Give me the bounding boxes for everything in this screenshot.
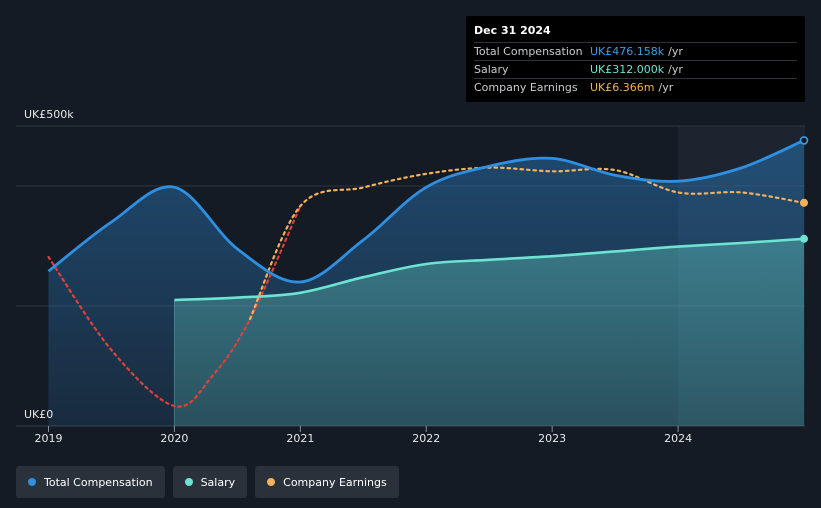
tooltip-label: Salary (474, 63, 509, 76)
salary-line (174, 237, 805, 302)
data-tooltip: Dec 31 2024 Total Compensation UK£476.15… (466, 16, 805, 102)
company-earnings-negative-line (47, 205, 302, 408)
tooltip-value: UK£6.366m (590, 81, 655, 94)
legend-item-salary[interactable]: Salary (172, 466, 248, 498)
legend-item-company-earnings[interactable]: Company Earnings (255, 466, 399, 498)
salary-end-point[interactable] (800, 234, 808, 243)
y-axis-top-label: UK£500k (24, 108, 74, 121)
tooltip-date: Dec 31 2024 (474, 24, 551, 37)
legend-label: Total Compensation (44, 475, 153, 489)
tooltip-label: Company Earnings (474, 81, 578, 94)
legend-dot-icon (28, 478, 36, 486)
x-tick-label: 2024 (664, 432, 692, 445)
x-tick-label: 2022 (412, 432, 440, 445)
legend-dot-icon (184, 478, 193, 486)
tooltip-value: UK£476.158k (590, 45, 665, 58)
total-compensation-line (47, 139, 805, 284)
x-tick-label: 2023 (538, 432, 566, 445)
total-compensation-end-point[interactable] (799, 136, 809, 145)
tooltip-unit: /yr (658, 81, 674, 94)
tooltip-unit: /yr (668, 63, 683, 76)
legend-item-total-compensation[interactable]: Total Compensation (16, 466, 165, 498)
chart-legend: Total Compensation Salary Company Earnin… (16, 466, 399, 498)
legend-label: Company Earnings (283, 475, 387, 489)
company-earnings-positive-line (248, 166, 806, 321)
legend-dot-icon (267, 478, 276, 486)
tooltip-value: UK£312.000k (590, 63, 665, 76)
x-tick-label: 2021 (286, 432, 314, 445)
salary-area (174, 238, 804, 426)
x-axis-ticks: 2019 2020 2021 2022 2023 2024 (35, 426, 692, 445)
company-earnings-end-point[interactable] (800, 198, 808, 207)
legend-label: Salary (200, 475, 236, 489)
tooltip-row-company-earnings: Company Earnings UK£6.366m /yr (474, 78, 797, 96)
tooltip-unit: /yr (668, 45, 683, 58)
x-tick-label: 2020 (160, 432, 188, 445)
tooltip-label: Total Compensation (474, 45, 583, 58)
x-tick-label: 2019 (35, 432, 63, 445)
tooltip-row-salary: Salary UK£312.000k /yr (474, 60, 797, 78)
y-axis-bottom-label: UK£0 (24, 408, 53, 421)
tooltip-row-total-compensation: Total Compensation UK£476.158k /yr (474, 42, 797, 60)
